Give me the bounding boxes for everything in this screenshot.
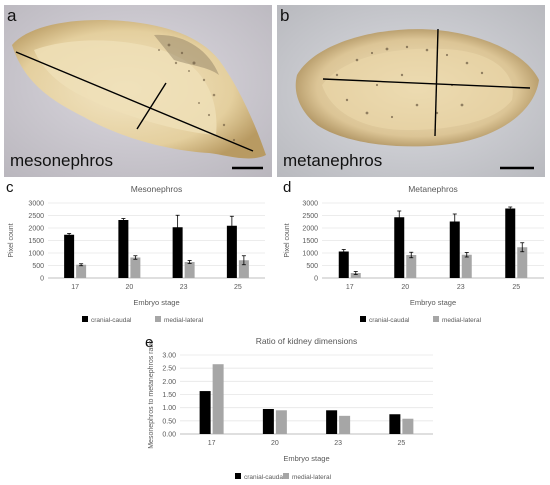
photo-metanephros: b metanephros (277, 5, 545, 177)
legend-label: cranial-caudal (369, 317, 410, 324)
chart-metanephros: Metanephros 0 500 1000 1500 2000 2500 3000 17 20 2… (284, 184, 544, 324)
x-tick-label: 20 (401, 284, 409, 291)
bar (389, 414, 401, 434)
legend-label: medial-lateral (164, 317, 204, 324)
x-tick-label: 20 (125, 284, 133, 291)
y-axis-label: Mesonephros to metanephros ratio (148, 340, 155, 449)
x-tick-label: 25 (234, 284, 242, 291)
legend-label: medial-lateral (292, 474, 332, 481)
y-tick-label: 0.50 (162, 418, 176, 425)
x-axis-label: Embryo stage (410, 298, 456, 307)
y-tick-label: 1500 (28, 238, 44, 245)
photo-label-metanephros: metanephros (283, 151, 383, 170)
y-tick-label: 2500 (302, 213, 318, 220)
photo-label-mesonephros: mesonephros (10, 151, 114, 170)
x-tick-label: 17 (71, 284, 79, 291)
bar (394, 217, 405, 278)
chart-title: Metanephros (408, 184, 458, 194)
y-tick-label: 0 (40, 276, 44, 283)
x-tick-label: 23 (457, 284, 465, 291)
bar (212, 364, 224, 434)
x-tick-label: 20 (271, 440, 279, 447)
bar (172, 227, 183, 278)
bar (262, 408, 274, 434)
y-tick-label: 3000 (302, 201, 318, 208)
legend-swatch (433, 316, 439, 322)
bar (338, 251, 349, 278)
bar (406, 255, 417, 278)
y-tick-label: 1.00 (162, 405, 176, 412)
bar (226, 225, 237, 278)
chart-title: Ratio of kidney dimensions (256, 336, 358, 346)
bar (118, 220, 129, 278)
bar (461, 254, 472, 278)
metanephros-image (277, 5, 545, 177)
x-axis-label: Embryo stage (283, 454, 329, 463)
bar (184, 262, 195, 278)
y-tick-label: 1500 (302, 238, 318, 245)
bar (199, 391, 211, 434)
x-tick-label: 25 (512, 284, 520, 291)
chart-ratio: Ratio of kidney dimensions 0.00 0.50 1.00 1.… (148, 336, 433, 481)
y-tick-label: 2.50 (162, 366, 176, 373)
bar (402, 418, 414, 434)
mesonephros-image (4, 5, 272, 177)
y-tick-label: 0.00 (162, 432, 176, 439)
bar (76, 264, 87, 278)
y-tick-label: 2.00 (162, 379, 176, 386)
y-tick-label: 500 (306, 263, 318, 270)
bar (130, 257, 141, 278)
y-tick-label: 0 (314, 276, 318, 283)
y-tick-label: 2500 (28, 213, 44, 220)
legend-label: medial-lateral (442, 317, 482, 324)
y-tick-label: 2000 (28, 226, 44, 233)
y-tick-label: 500 (32, 263, 44, 270)
bar (517, 247, 528, 278)
panel-letter-d: d (283, 179, 292, 196)
x-axis-label: Embryo stage (133, 298, 179, 307)
y-tick-label: 1.50 (162, 392, 176, 399)
bar (275, 410, 287, 434)
y-tick-label: 2000 (302, 226, 318, 233)
bar (339, 415, 351, 434)
legend-swatch (155, 316, 161, 322)
x-tick-label: 17 (346, 284, 354, 291)
bar (238, 260, 249, 278)
y-axis-label: Pixel count (8, 223, 15, 257)
y-tick-label: 1000 (302, 251, 318, 258)
y-tick-label: 3.00 (162, 353, 176, 360)
x-tick-label: 25 (397, 440, 405, 447)
bar (449, 221, 460, 278)
panel-letter-a: a (7, 6, 17, 25)
panel-letter-e: e (145, 334, 154, 351)
photo-mesonephros: a mesonephros (4, 5, 272, 177)
legend-label: cranial-caudal (91, 317, 132, 324)
bar (505, 208, 516, 278)
legend-swatch (283, 473, 289, 479)
legend-label: cranial-caudal (244, 474, 285, 481)
y-axis-label: Pixel count (284, 223, 291, 257)
chart-title: Mesonephros (131, 184, 183, 194)
y-tick-label: 3000 (28, 201, 44, 208)
y-tick-label: 1000 (28, 251, 44, 258)
legend-swatch (360, 316, 366, 322)
x-tick-label: 23 (334, 440, 342, 447)
legend-swatch (235, 473, 241, 479)
bar (350, 273, 361, 278)
chart-mesonephros: Mesonephros 0 500 1000 1500 2000 2500 3000 17 20 2… (8, 184, 265, 324)
panel-letter-b: b (280, 6, 290, 25)
bar (64, 234, 75, 278)
legend-swatch (82, 316, 88, 322)
x-tick-label: 17 (208, 440, 216, 447)
bar (326, 410, 338, 434)
x-tick-label: 23 (180, 284, 188, 291)
panel-letter-c: c (6, 179, 14, 196)
